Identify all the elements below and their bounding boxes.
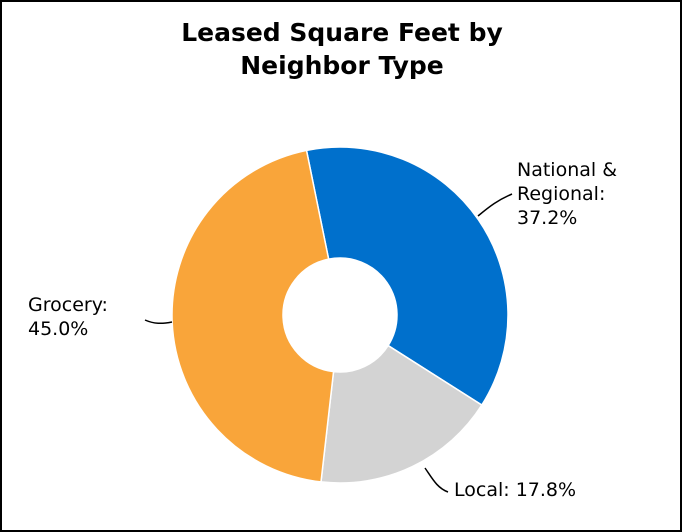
slice-label: Grocery: 45.0% <box>28 293 148 341</box>
chart-title: Leased Square Feet by Neighbor Type <box>181 18 503 80</box>
leader-line <box>424 467 449 493</box>
leader-line <box>144 319 173 325</box>
category-label: National & Regional: <box>517 159 618 205</box>
value-label: 17.8% <box>515 479 577 501</box>
value-label: 45.0% <box>28 318 89 340</box>
slice-label: National & Regional: 37.2% <box>517 158 642 230</box>
slice <box>171 149 335 483</box>
category-label: Local: <box>454 479 510 501</box>
slice <box>320 344 483 484</box>
leader-line <box>477 193 513 217</box>
slice <box>305 146 509 407</box>
slice-label: Local: 17.8% <box>454 478 576 502</box>
category-label: Grocery: <box>28 294 108 316</box>
value-label: 37.2% <box>517 207 578 229</box>
